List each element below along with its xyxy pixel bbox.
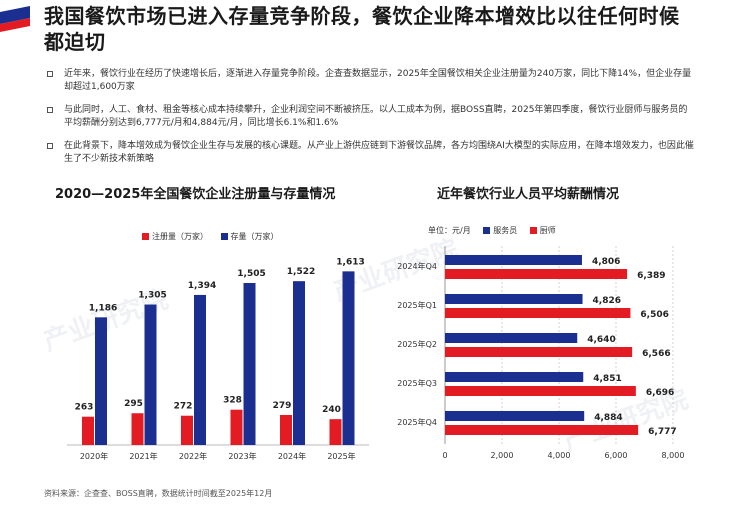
data-label: 1,305 [138,291,166,301]
bar [131,413,144,445]
x-tick-label: 0 [442,451,447,460]
bar [230,409,243,445]
legend-swatch [529,227,537,234]
page-title: 我国餐饮市场已进入存量竞争阶段，餐饮企业降本增效比以往任何时候都迫切 [44,4,680,54]
legend-label: 注册量（万家） [152,232,208,241]
y-tick-label: 2024年Q4 [397,261,437,271]
bar [82,416,94,445]
legend-label: 服务员 [493,226,518,235]
data-label: 4,806 [592,257,620,267]
data-label: 6,506 [640,310,668,320]
bar [445,386,636,396]
data-label: 6,777 [648,427,676,437]
y-tick-label: 2025年Q4 [397,417,437,427]
data-label: 4,640 [587,335,615,345]
x-tick-label: 6,000 [605,451,628,460]
data-label: 1,522 [287,267,315,277]
unit-label: 单位：元/月 [428,226,471,235]
data-label: 6,389 [637,271,665,281]
bar [445,269,628,279]
bar [95,317,107,445]
data-label: 1,394 [188,281,216,291]
data-label: 1,505 [237,269,265,279]
bar [445,425,639,435]
source-note: 资料来源：企查查、BOSS直聘，数据统计时间截至2025年12月 [44,489,273,498]
right-chart-title: 近年餐饮行业人员平均薪酬情况 [437,187,620,202]
x-tick-label: 2021年 [129,451,157,461]
bar [445,411,585,421]
bullet-text: 在此背景下，降本增效成为餐饮企业生存与发展的核心课题。从产业上游供应链到下游餐饮… [64,141,694,164]
bar [445,308,631,318]
left-chart-legend: 注册量（万家） 存量（万家） [142,231,289,242]
data-label: 279 [273,401,292,411]
legend-item: 存量（万家） [220,232,279,241]
bar [280,414,292,445]
x-tick-label: 2,000 [491,451,514,460]
x-tick-label: 2023年 [228,451,256,461]
x-tick-label: 8,000 [662,451,685,460]
data-label: 1,613 [336,257,364,267]
bar [342,271,355,445]
bullet-list: 近年来，餐饮行业在经历了快速增长后，逐渐进入存量竞争阶段。企查查数据显示，202… [44,68,694,176]
bullet-text: 与此同时，人工、食材、租金等核心成本持续攀升，企业利润空间不断被挤压。以人工成本… [64,105,688,128]
data-label: 272 [174,402,193,412]
bullet-text: 近年来，餐饮行业在经历了快速增长后，逐渐进入存量竞争阶段。企查查数据显示，202… [64,69,692,92]
bullet-item: 近年来，餐饮行业在经历了快速增长后，逐渐进入存量竞争阶段。企查查数据显示，202… [44,68,694,94]
data-label: 6,566 [642,349,670,359]
bar [445,372,584,382]
data-label: 4,851 [593,374,621,384]
data-label: 295 [124,399,143,409]
y-tick-label: 2025年Q2 [397,339,437,349]
x-tick-label: 4,000 [548,451,571,460]
x-tick-label: 2024年 [278,451,306,461]
legend-label: 存量（万家） [230,232,279,241]
square-bullet-icon [47,107,53,113]
x-tick-label: 2020年 [80,451,108,461]
bar [194,294,206,445]
legend-swatch [142,233,149,240]
bar [445,294,583,304]
y-tick-label: 2025年Q1 [397,300,437,310]
bar [144,304,157,445]
square-bullet-icon [47,71,53,77]
bar [445,333,578,343]
bar [445,347,633,357]
legend-swatch [220,233,228,240]
left-chart-title: 2020—2025年全国餐饮企业注册量与存量情况 [55,187,336,202]
right-chart-legend: 单位：元/月 服务员 厨师 [428,225,566,236]
legend-item: 厨师 [529,226,556,235]
x-tick-label: 2025年 [327,451,355,461]
x-tick-label: 2022年 [179,451,207,461]
data-label: 240 [322,405,341,415]
legend-item: 服务员 [483,226,520,235]
data-label: 4,826 [593,296,621,306]
data-label: 6,696 [646,388,674,398]
legend-label: 厨师 [539,226,556,235]
data-label: 4,884 [594,413,622,423]
bar [243,282,256,445]
data-label: 263 [75,403,94,413]
data-label: 328 [223,396,242,406]
bar [329,419,342,445]
bar [445,255,582,265]
bar [181,415,193,445]
legend-swatch [483,227,491,234]
bar [293,281,305,445]
bullet-item: 与此同时，人工、食材、租金等核心成本持续攀升，企业利润空间不断被挤压。以人工成本… [44,104,694,130]
y-tick-label: 2025年Q3 [397,378,437,388]
bullet-item: 在此背景下，降本增效成为餐饮企业生存与发展的核心课题。从产业上游供应链到下游餐饮… [44,140,694,166]
square-bullet-icon [47,143,53,149]
data-label: 1,186 [89,303,117,313]
legend-item: 注册量（万家） [142,232,211,241]
flag-logo-icon [0,6,30,36]
